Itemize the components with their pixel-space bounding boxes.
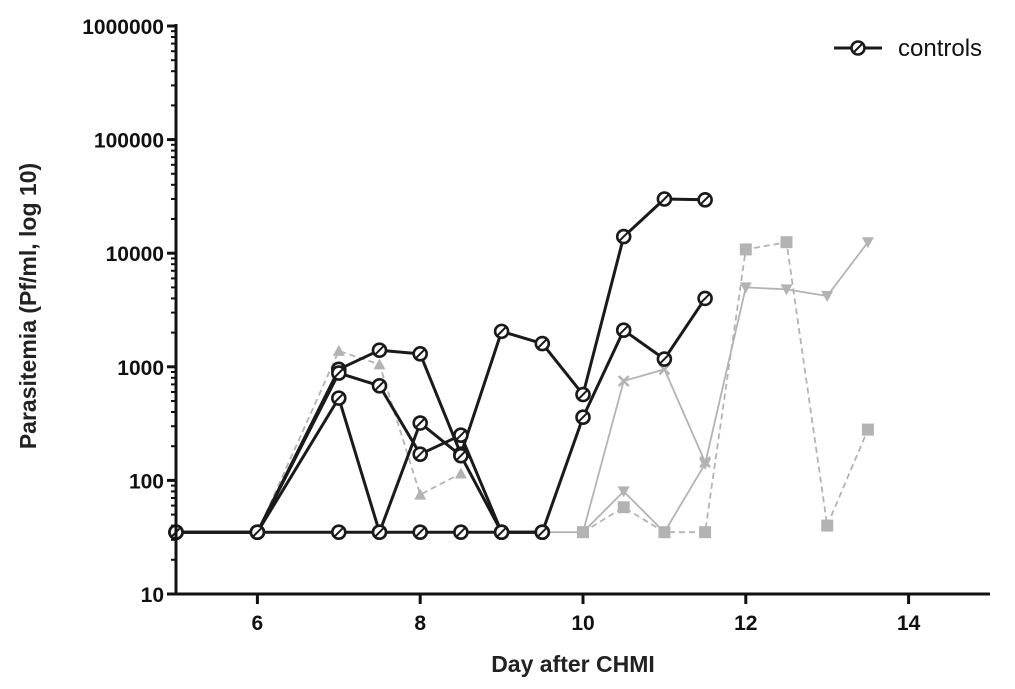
series-line: [582, 241, 869, 534]
legend-label: controls: [898, 35, 982, 62]
data-point: [861, 423, 874, 436]
data-point: [617, 501, 630, 514]
series-8: [577, 236, 874, 539]
x-tick-label: 14: [897, 612, 921, 635]
data-point-slash: [699, 293, 711, 304]
data-point-slash: [414, 417, 426, 429]
data-point: [577, 526, 589, 539]
series-line: [176, 396, 543, 534]
data-point-slash: [699, 194, 711, 206]
data-point-slash: [852, 42, 864, 54]
series-line: [176, 297, 707, 534]
data-point-slash: [252, 526, 263, 538]
data-point-slash: [455, 450, 467, 461]
data-point-slash: [374, 526, 385, 538]
data-point: [780, 236, 793, 249]
x-tick-label: 10: [571, 612, 594, 635]
y-tick-label: 1000000: [82, 16, 164, 39]
data-point-slash: [659, 353, 670, 365]
data-point: [821, 519, 834, 532]
legend: controls: [834, 35, 982, 62]
data-point-slash: [496, 526, 507, 538]
series-line: [176, 197, 706, 534]
y-tick-label: 10000: [106, 243, 164, 266]
series-layer: [168, 191, 874, 540]
data-point-slash: [374, 380, 385, 392]
data-point-slash: [455, 526, 467, 538]
data-point: [739, 243, 752, 256]
data-point: [617, 375, 630, 387]
data-point-slash: [537, 338, 548, 349]
data-point-slash: [496, 326, 507, 337]
data-point-slash: [333, 526, 345, 538]
data-point-slash: [414, 449, 426, 460]
series-line: [582, 241, 869, 534]
data-point: [861, 237, 874, 249]
series-4: [168, 524, 551, 540]
data-point-slash: [659, 193, 670, 205]
data-point-slash: [333, 367, 345, 379]
y-tick-label: 10: [141, 584, 164, 607]
x-tick-label: 12: [734, 612, 757, 635]
data-point: [821, 290, 834, 302]
data-point-slash: [537, 526, 548, 538]
y-tick-label: 100000: [94, 130, 164, 153]
data-point-slash: [618, 324, 629, 336]
data-point-slash: [455, 429, 467, 441]
y-tick-label: 100: [129, 470, 164, 493]
data-point: [699, 458, 712, 470]
series-1: [168, 191, 713, 540]
data-point: [617, 486, 630, 498]
series-3: [168, 390, 551, 540]
data-point: [780, 284, 793, 296]
data-point-slash: [374, 344, 385, 356]
y-tick-label: 1000: [117, 357, 164, 380]
data-point-slash: [333, 392, 345, 404]
data-point: [739, 282, 752, 294]
data-point: [699, 526, 712, 539]
data-point: [332, 344, 345, 356]
x-tick-label: 6: [252, 612, 264, 635]
data-point: [454, 467, 467, 479]
series-5: [251, 344, 467, 538]
plot-area: [168, 191, 874, 540]
x-axis-title: Day after CHMI: [491, 651, 655, 677]
data-point-slash: [414, 348, 426, 360]
axes: 10 100 1000 10000 100000 1000000 6 8 10 12 14: [82, 16, 990, 635]
data-point-slash: [577, 411, 589, 423]
y-axis-title: Parasitemia (Pf/ml, log 10): [15, 163, 41, 449]
x-tick-label: 8: [414, 612, 426, 635]
series-2: [168, 290, 713, 540]
data-point-slash: [577, 389, 589, 400]
data-point: [414, 488, 427, 500]
data-point: [658, 526, 671, 539]
data-point-slash: [414, 526, 426, 538]
data-point: [373, 358, 386, 370]
data-point-slash: [618, 231, 629, 242]
